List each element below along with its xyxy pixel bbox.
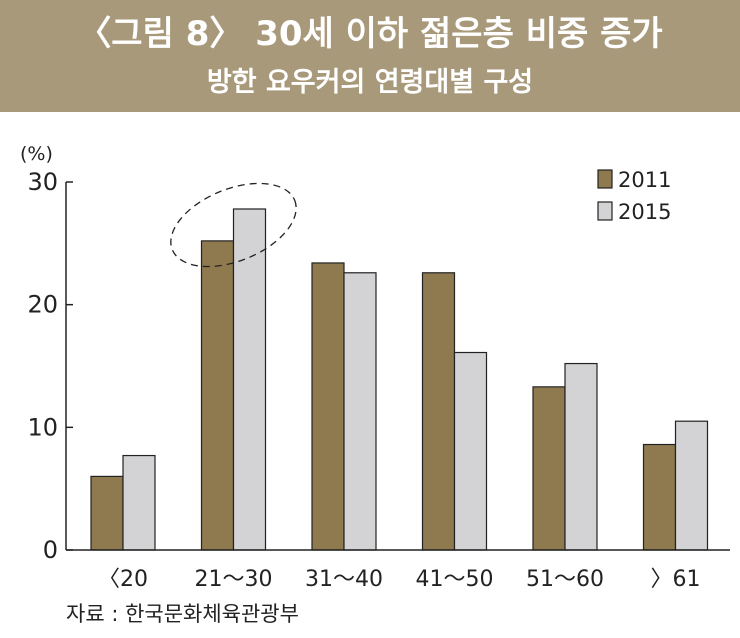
bar-2011-0 xyxy=(90,475,124,551)
x-tick-label: 31～40 xyxy=(305,567,383,592)
title-banner: 〈그림 8〉 30세 이하 젊은층 비중 증가 방한 요우커의 연령대별 구성 xyxy=(0,0,740,112)
bar-2011-3 xyxy=(421,272,456,551)
y-tick-label: 20 xyxy=(27,291,58,319)
bar-2011-5 xyxy=(642,443,677,551)
x-tick-label: 51～60 xyxy=(526,567,604,592)
bar-2015-0 xyxy=(122,454,156,551)
y-tick-label: 30 xyxy=(27,168,58,196)
x-tick-label: 〈20 xyxy=(98,567,148,592)
bar-2011-4 xyxy=(532,386,566,551)
chart-subtitle: 방한 요우커의 연령대별 구성 xyxy=(206,67,534,98)
y-tick-label: 0 xyxy=(43,536,58,564)
legend-swatch-2011 xyxy=(597,169,613,189)
bar-2015-3 xyxy=(453,351,488,551)
bar-2015-2 xyxy=(343,272,377,551)
legend-label-2015: 2015 xyxy=(618,200,671,224)
bar-chart: 〈20 21～30 31～40 41～50 51～60 〉61 0 10 20 30 (%) 201… xyxy=(20,143,730,592)
y-axis-unit: (%) xyxy=(20,143,53,165)
x-tick-label: 41～50 xyxy=(416,567,494,592)
highlight-ellipse xyxy=(170,182,297,268)
bar-2011-1 xyxy=(200,240,235,551)
bar-2015-4 xyxy=(564,362,598,551)
bars-group xyxy=(90,208,709,551)
legend: 2011 2015 xyxy=(597,168,671,224)
axes-group: 〈20 21～30 31～40 41～50 51～60 〉61 0 10 20 30 (%) xyxy=(20,143,730,592)
legend-swatch-2015 xyxy=(597,201,613,221)
x-tick-label: 〉61 xyxy=(651,567,701,592)
source-note: 자료 : 한국문화체육관광부 xyxy=(66,602,299,626)
bar-2015-5 xyxy=(674,420,709,551)
chart-title: 〈그림 8〉 30세 이하 젊은층 비중 증가 xyxy=(77,14,663,54)
bar-2011-2 xyxy=(311,262,345,551)
x-tick-label: 21～30 xyxy=(195,567,273,592)
bar-2015-1 xyxy=(232,208,267,551)
legend-label-2011: 2011 xyxy=(618,168,671,192)
y-tick-label: 10 xyxy=(27,413,58,441)
